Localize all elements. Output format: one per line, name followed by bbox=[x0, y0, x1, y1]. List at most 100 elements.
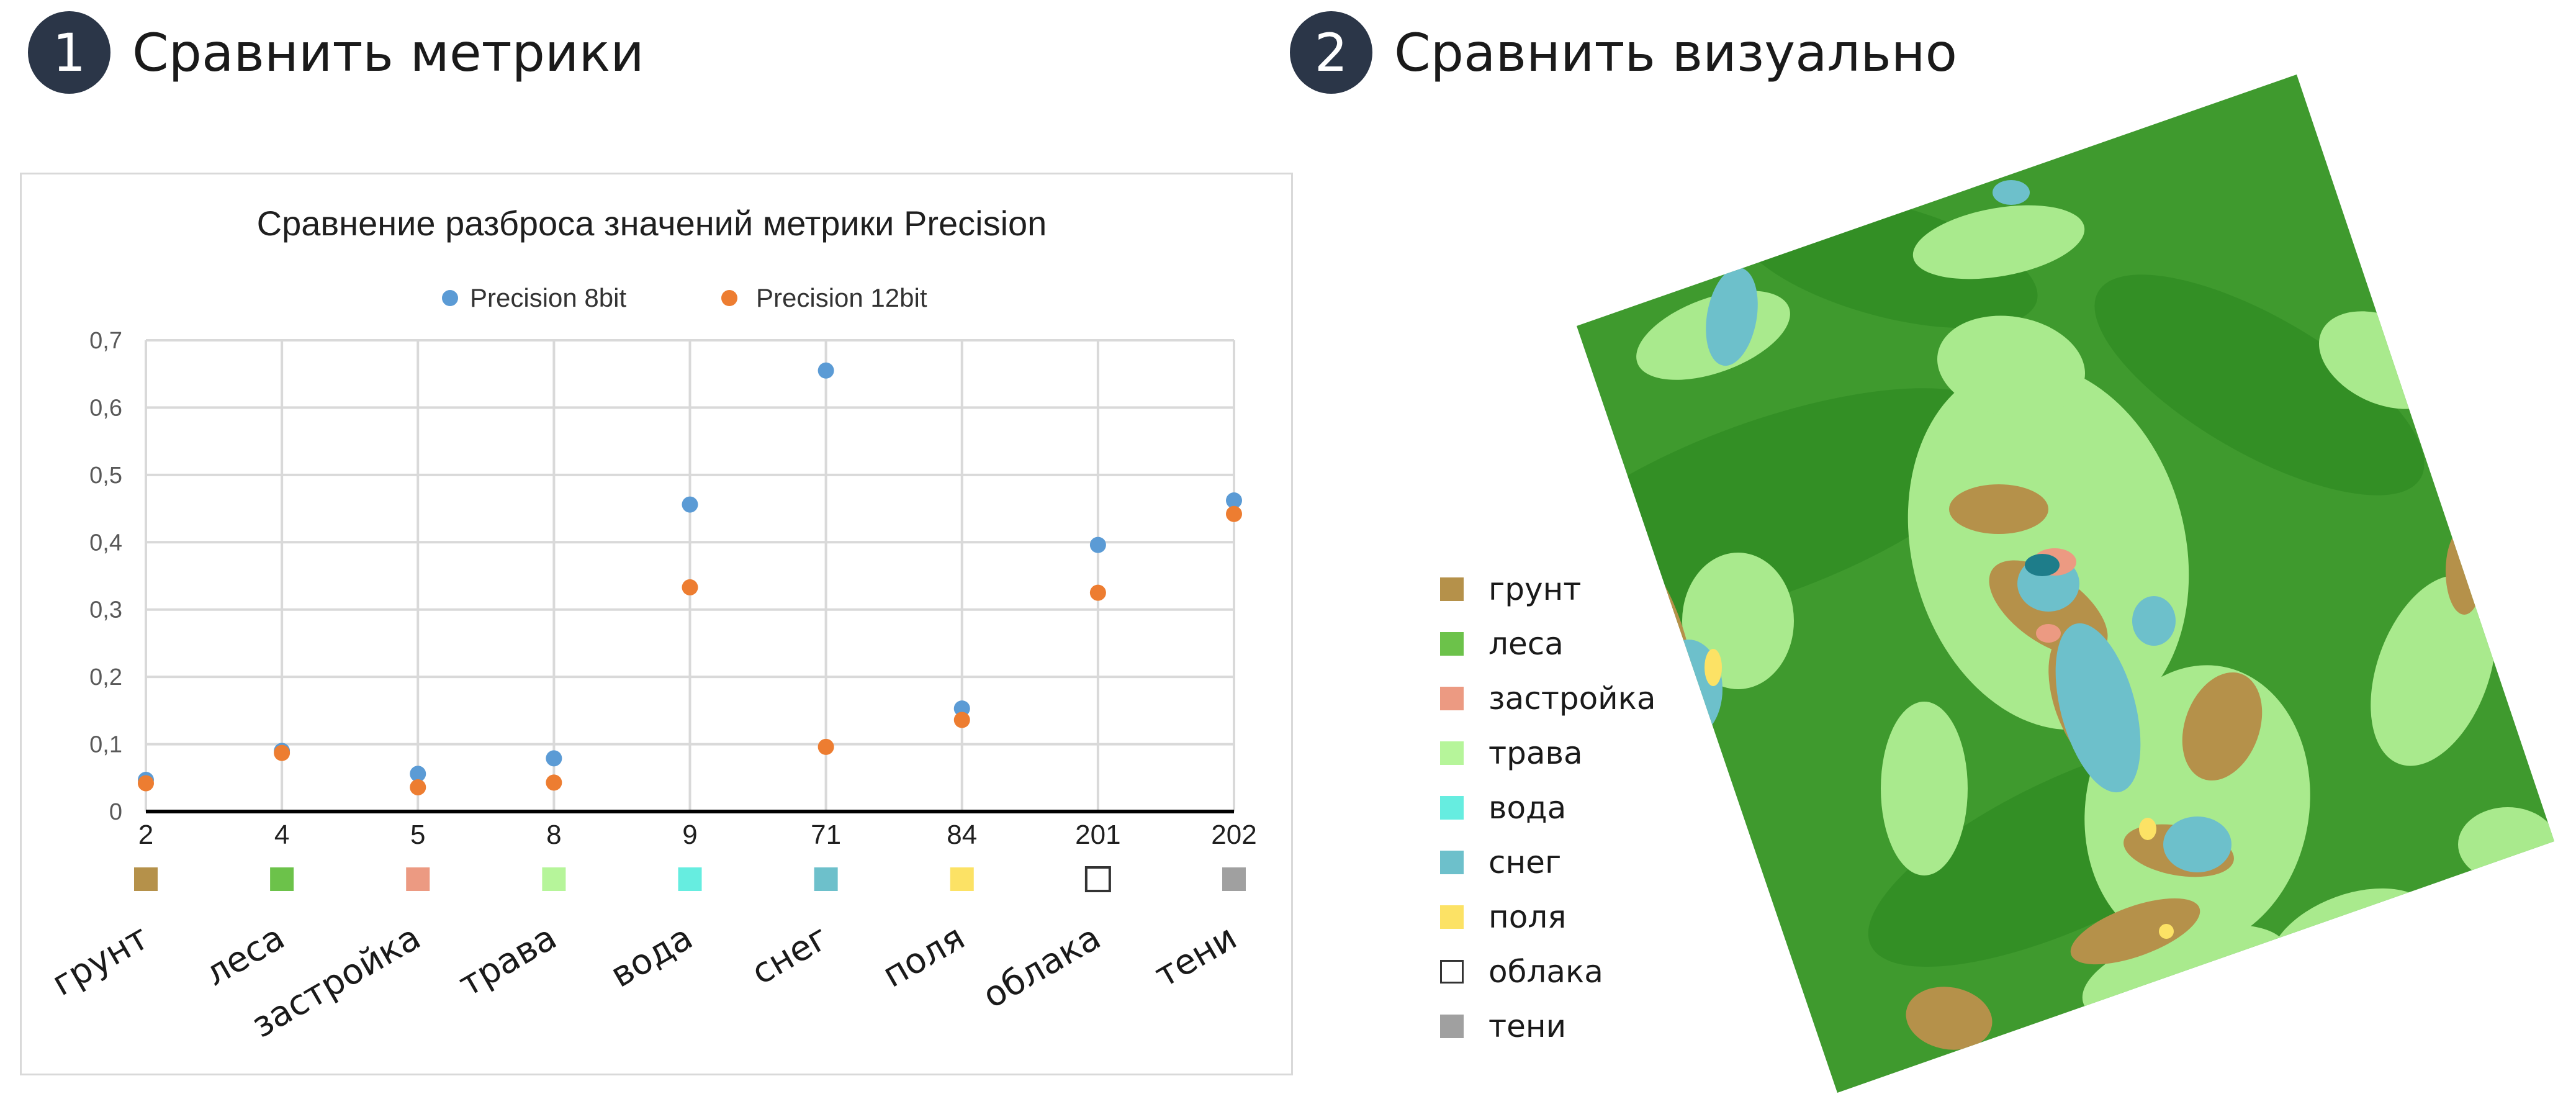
y-tick-label: 0,6 bbox=[89, 395, 122, 421]
map-urban-patch bbox=[2036, 624, 2061, 643]
point-precision-12bit bbox=[953, 712, 970, 728]
map-grass-patch bbox=[2458, 807, 2554, 882]
point-precision-12bit bbox=[682, 579, 698, 595]
map-legend-swatch bbox=[1440, 796, 1464, 820]
legend-marker-8bit bbox=[442, 290, 458, 306]
class-label: леса bbox=[199, 917, 292, 994]
class-label: трава bbox=[452, 917, 564, 1005]
map-fields-patch bbox=[2159, 924, 2174, 939]
y-tick-label: 0,4 bbox=[89, 530, 122, 556]
map-legend-label: тени bbox=[1488, 1008, 1567, 1044]
x-tick-label: 5 bbox=[410, 820, 425, 850]
point-precision-12bit bbox=[274, 744, 290, 761]
map-legend-label: трава bbox=[1488, 735, 1583, 771]
legend-label-12bit: Precision 12bit bbox=[756, 283, 927, 312]
chart-title: Сравнение разброса значений метрики Prec… bbox=[257, 204, 1047, 243]
point-precision-8bit bbox=[410, 766, 426, 782]
map-soil-patch bbox=[2182, 672, 2263, 781]
map-legend-item: застройка bbox=[1440, 671, 1656, 726]
point-precision-12bit bbox=[138, 775, 154, 792]
map-legend-label: поля bbox=[1488, 899, 1567, 935]
chart-points bbox=[138, 362, 1242, 795]
map-grass-patch bbox=[1912, 205, 2085, 279]
map-legend-item: поля bbox=[1440, 890, 1656, 944]
map-legend-item: снег bbox=[1440, 835, 1656, 890]
point-precision-12bit bbox=[410, 779, 426, 795]
y-tick-label: 0,3 bbox=[89, 597, 122, 623]
legend-label-8bit: Precision 8bit bbox=[470, 283, 626, 312]
map-legend-item: вода bbox=[1440, 780, 1656, 835]
point-precision-8bit bbox=[546, 750, 562, 767]
chart-legend: Precision 8bit Precision 12bit bbox=[442, 283, 927, 312]
class-swatch bbox=[950, 867, 974, 891]
x-tick-label: 84 bbox=[947, 820, 977, 850]
section-title-visual: Сравнить визуально bbox=[1394, 22, 1958, 83]
map-legend-item: облака bbox=[1440, 944, 1656, 999]
map-soil-patch bbox=[1949, 484, 2048, 534]
map-snow-patch bbox=[2132, 596, 2176, 646]
map-snow-patch bbox=[1993, 180, 2030, 205]
point-precision-8bit bbox=[953, 700, 970, 717]
map-legend-swatch bbox=[1440, 741, 1464, 765]
point-precision-12bit bbox=[1226, 505, 1242, 522]
point-precision-8bit bbox=[1226, 492, 1242, 509]
class-swatch bbox=[678, 867, 702, 891]
map-legend-label: вода bbox=[1488, 790, 1567, 826]
y-tick-label: 0,7 bbox=[89, 328, 122, 354]
map-soil-patch bbox=[2446, 528, 2483, 615]
x-tick-label: 71 bbox=[811, 820, 841, 850]
map-snow-patch bbox=[2055, 623, 2141, 793]
class-swatch bbox=[406, 867, 430, 891]
point-precision-12bit bbox=[546, 774, 562, 791]
map-legend-swatch bbox=[1440, 687, 1464, 710]
x-tick-label: 4 bbox=[274, 820, 289, 850]
y-tick-label: 0,5 bbox=[89, 463, 122, 489]
x-tick-label: 9 bbox=[682, 820, 697, 850]
map-legend: грунт леса застройка трава вода снег поля облак… bbox=[1440, 562, 1656, 1054]
map-legend-swatch bbox=[1440, 632, 1464, 656]
point-precision-8bit bbox=[1089, 536, 1106, 553]
map-fields-patch bbox=[2139, 818, 2156, 840]
y-tick-label: 0 bbox=[109, 799, 122, 825]
map-legend-item: леса bbox=[1440, 617, 1656, 671]
chart-grid bbox=[145, 339, 1235, 812]
map-grass-patch bbox=[2371, 575, 2496, 766]
x-tick-label: 2 bbox=[138, 820, 153, 850]
class-label: тени bbox=[1148, 917, 1244, 995]
point-precision-8bit bbox=[817, 362, 834, 379]
precision-scatter-chart: Сравнение разброса значений метрики Prec… bbox=[45, 204, 1257, 1046]
map-grass-patch bbox=[1881, 702, 1968, 875]
map-legend-item: трава bbox=[1440, 726, 1656, 780]
map-legend-label: грунт bbox=[1488, 571, 1582, 607]
section-header-visual: 2 Сравнить визуально bbox=[1290, 11, 1957, 94]
class-label: снег bbox=[745, 917, 835, 993]
map-water-patch bbox=[2025, 554, 2060, 576]
section-title-metrics: Сравнить метрики bbox=[132, 22, 644, 83]
chart-panel: Сравнение разброса значений метрики Prec… bbox=[20, 173, 1293, 1075]
class-label: поля bbox=[876, 917, 971, 995]
map-grass-patch bbox=[1907, 363, 2189, 730]
chart-axes: 0 0,1 0,2 0,3 0,4 0,5 0,6 0,7 2 4 5 8 9 71 84 201 202 bbox=[89, 328, 1257, 850]
class-swatch bbox=[270, 867, 294, 891]
legend-marker-12bit bbox=[721, 290, 737, 306]
map-legend-swatch bbox=[1440, 851, 1464, 874]
y-tick-label: 0,1 bbox=[89, 732, 122, 758]
section-header-metrics: 1 Сравнить метрики bbox=[28, 11, 644, 94]
map-legend-item: тени bbox=[1440, 999, 1656, 1054]
map-legend-label: застройка bbox=[1488, 681, 1656, 717]
map-snow-patch bbox=[2163, 816, 2231, 872]
map-legend-swatch bbox=[1440, 577, 1464, 601]
map-legend-item: грунт bbox=[1440, 562, 1656, 617]
map-grass-patch bbox=[1937, 315, 2085, 417]
map-fields-patch bbox=[1705, 649, 1722, 686]
x-tick-label: 8 bbox=[546, 820, 561, 850]
point-precision-12bit bbox=[1089, 584, 1106, 601]
classification-map bbox=[1577, 75, 2554, 1093]
map-legend-label: снег bbox=[1488, 844, 1562, 880]
x-tick-label: 202 bbox=[1211, 820, 1256, 850]
map-soil-patch bbox=[2070, 898, 2200, 965]
class-swatch bbox=[814, 867, 838, 891]
class-label: вода bbox=[604, 917, 700, 995]
map-legend-swatch bbox=[1440, 1015, 1464, 1038]
